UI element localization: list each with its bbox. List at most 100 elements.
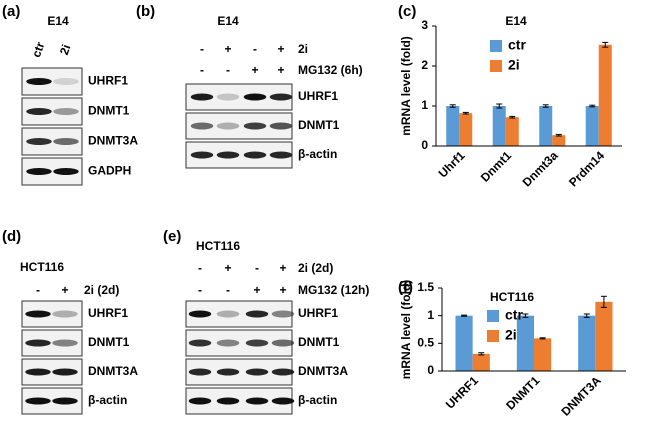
blot-band [25,310,51,318]
legend-label: ctr [505,307,523,323]
x-tick-label: UHRF1 [443,373,481,411]
band-label: GADPH [88,164,131,178]
blot-band [271,397,295,405]
bar [552,135,566,146]
band-label: β-actin [88,393,127,407]
blot-band [25,339,51,347]
band-label: DNMT1 [298,335,340,349]
y-tick-label: 3 [421,18,428,32]
panel-label: (c) [398,3,416,20]
band-label: β-actin [298,147,337,161]
blot-band [188,368,212,376]
panel-label: (a) [2,3,20,20]
legend-swatch [490,60,502,72]
condition-name: 2i (2d) [298,261,333,275]
lane-label: 2i [57,43,74,57]
x-tick-label: DNMT1 [503,373,542,412]
condition-name: MG132 (12h) [298,283,369,297]
band-label: DNMT3A [88,134,138,148]
blot-band [26,78,52,85]
blot-band [216,368,240,376]
blot-band [52,310,78,318]
chart-title: E14 [505,14,527,28]
bar [446,106,460,146]
x-tick-label: Dnmt3a [520,148,561,189]
lane-label: ctr [29,40,48,60]
band-label: DNMT3A [88,364,138,378]
bar [505,117,519,146]
bar [578,315,596,371]
legend-swatch [487,330,499,342]
band-label: β-actin [298,393,337,407]
condition-sign: + [279,283,286,297]
y-tick-label: 0.5 [417,336,434,350]
chart-title: HCT116 [490,290,534,304]
condition-sign: - [198,261,202,275]
condition-name: 2i [298,42,308,56]
condition-sign: + [251,63,258,77]
band-label: UHRF1 [88,74,128,88]
blot-band [26,168,52,175]
blot-band [53,168,79,175]
blot-band [52,368,78,376]
legend-swatch [490,40,502,52]
blot-band [271,368,295,376]
condition-sign: + [224,42,231,56]
panel-label: (e) [163,228,181,245]
blot-band [243,122,267,130]
blot-band [245,310,269,318]
condition-sign: - [226,63,230,77]
band-label: DNMT1 [298,118,340,132]
blot-band [269,93,293,101]
bar [598,44,612,146]
condition-sign: + [224,261,231,275]
bar [492,106,506,146]
blot-band [190,151,214,159]
blot-band [26,108,52,115]
panel-label: (f) [398,279,413,296]
blot-band [25,368,51,376]
blot-band [190,93,214,101]
x-tick-label: Prdm14 [566,148,607,189]
y-tick-label: 1.5 [417,280,434,294]
blot-band [188,339,212,347]
y-tick-label: 0 [421,138,428,152]
blot-band [25,397,51,405]
blot-band [271,310,295,318]
legend-label: ctr [508,37,526,53]
band-label: UHRF1 [88,306,128,320]
y-tick-label: 1 [427,308,434,322]
blot-band [216,151,240,159]
blot-band [188,397,212,405]
blot-band [52,339,78,347]
band-label: DNMT1 [88,335,130,349]
blot-band [243,93,267,101]
bar [595,301,613,371]
condition-sign: - [36,283,40,297]
bar [516,315,534,371]
bar [585,106,599,146]
y-tick-label: 0 [427,363,434,377]
bar [539,106,553,146]
legend-label: 2i [508,57,520,73]
blot-band [216,310,240,318]
blot-band [245,397,269,405]
blot-band [216,397,240,405]
cell-line: HCT116 [196,239,240,253]
blot-band [271,339,295,347]
bar [455,315,473,371]
x-tick-label: Uhrf1 [436,148,468,180]
blot-band [26,138,52,145]
blot-band [53,138,79,145]
condition-sign: - [226,283,230,297]
band-label: DNMT3A [298,364,348,378]
y-tick-label: 1 [421,98,428,112]
condition-sign: - [253,42,257,56]
blot-band [269,151,293,159]
cell-line: E14 [217,14,239,28]
bar [534,338,552,371]
condition-sign: - [200,63,204,77]
blot-band [216,93,240,101]
blot-band [53,78,79,85]
